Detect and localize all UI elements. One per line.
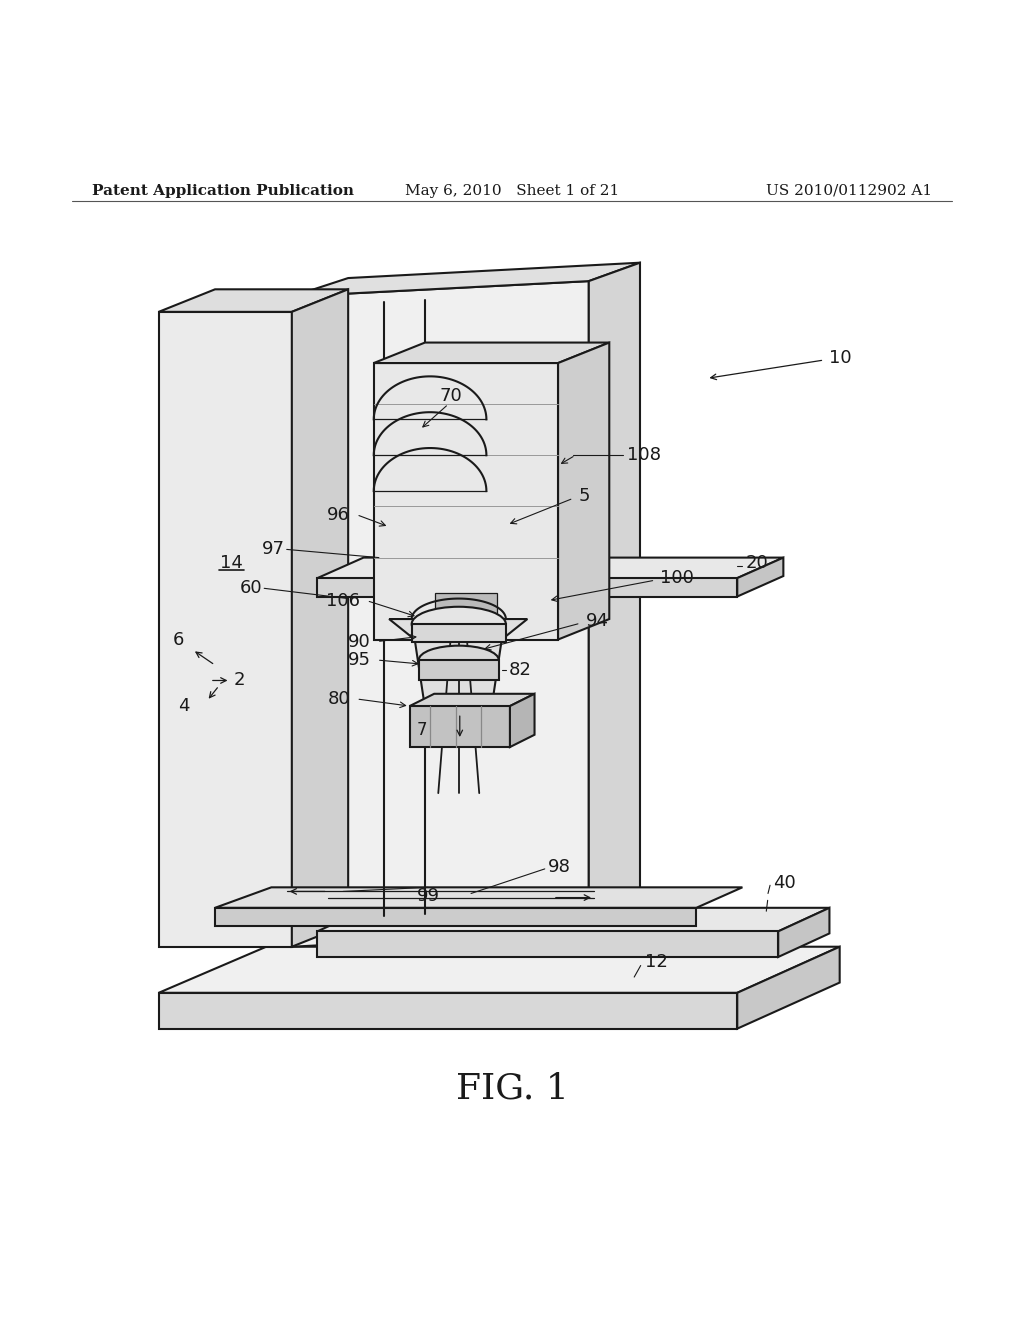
Text: 20: 20 (745, 553, 768, 572)
Text: 106: 106 (327, 591, 360, 610)
Text: 40: 40 (773, 874, 796, 892)
Polygon shape (292, 281, 589, 946)
Polygon shape (215, 887, 742, 908)
Text: 14: 14 (220, 553, 243, 572)
Polygon shape (374, 363, 558, 639)
Text: 108: 108 (627, 446, 660, 465)
Polygon shape (510, 694, 535, 747)
Text: 5: 5 (579, 487, 590, 506)
Polygon shape (778, 908, 829, 957)
Polygon shape (215, 908, 696, 927)
Text: 80: 80 (328, 690, 350, 708)
Text: 99: 99 (417, 887, 439, 906)
Text: 100: 100 (660, 569, 694, 587)
Text: 90: 90 (348, 632, 371, 651)
Ellipse shape (412, 607, 506, 642)
Text: 6: 6 (173, 631, 184, 648)
Text: 10: 10 (829, 348, 852, 367)
Polygon shape (317, 932, 778, 957)
Text: 97: 97 (262, 540, 285, 558)
Polygon shape (412, 624, 506, 642)
Polygon shape (558, 343, 609, 639)
Text: 70: 70 (439, 387, 462, 405)
Polygon shape (410, 706, 510, 747)
Text: FIG. 1: FIG. 1 (456, 1071, 568, 1105)
Polygon shape (415, 639, 502, 742)
Text: 98: 98 (548, 858, 570, 876)
Polygon shape (317, 557, 783, 578)
Polygon shape (159, 946, 840, 993)
Text: US 2010/0112902 A1: US 2010/0112902 A1 (766, 183, 932, 198)
Polygon shape (159, 312, 292, 946)
Polygon shape (435, 594, 497, 639)
Text: 4: 4 (178, 697, 189, 715)
Text: 96: 96 (328, 506, 350, 524)
Text: 60: 60 (240, 579, 262, 598)
Polygon shape (374, 343, 609, 363)
Polygon shape (292, 289, 348, 946)
Text: 82: 82 (509, 661, 531, 680)
Polygon shape (389, 619, 527, 639)
Polygon shape (317, 578, 737, 597)
Text: 12: 12 (645, 953, 668, 972)
Polygon shape (589, 263, 640, 932)
Polygon shape (419, 660, 499, 681)
Text: 95: 95 (348, 651, 371, 669)
Polygon shape (159, 289, 348, 312)
Text: 94: 94 (586, 612, 608, 630)
Text: May 6, 2010   Sheet 1 of 21: May 6, 2010 Sheet 1 of 21 (404, 183, 620, 198)
Text: 2: 2 (233, 672, 245, 689)
Text: Patent Application Publication: Patent Application Publication (92, 183, 354, 198)
Polygon shape (317, 908, 829, 932)
Polygon shape (410, 694, 535, 706)
Polygon shape (159, 993, 737, 1028)
Polygon shape (737, 946, 840, 1028)
Text: 7: 7 (417, 721, 427, 739)
Polygon shape (737, 557, 783, 597)
Ellipse shape (419, 645, 499, 675)
Polygon shape (292, 263, 640, 297)
